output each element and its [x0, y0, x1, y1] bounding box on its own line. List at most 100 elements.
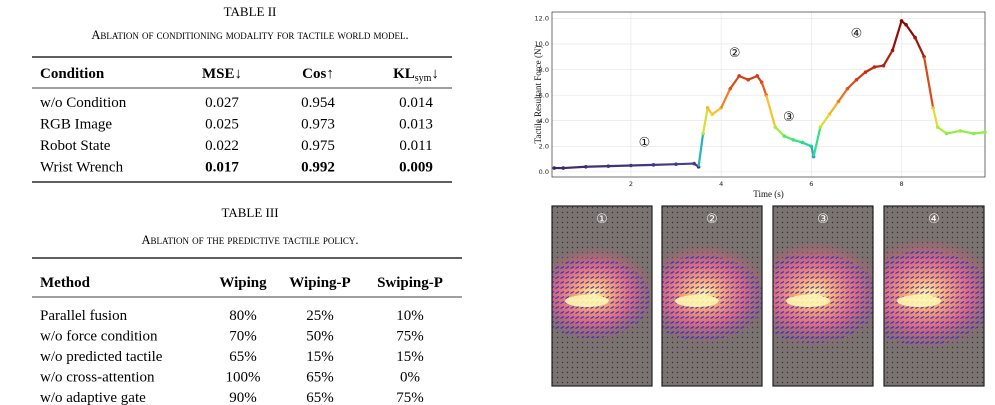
contact-core	[565, 295, 609, 307]
tactile-panel: ②	[661, 205, 763, 387]
table-cell: 65%	[306, 390, 334, 405]
y-tick-label: 0.0	[539, 168, 549, 176]
table-cell: 0.014	[399, 95, 433, 111]
table-header: KLsym↓	[393, 66, 439, 84]
panel-label: ②	[706, 212, 718, 227]
table-cell: 75%	[396, 390, 424, 405]
annotation: ④	[851, 27, 863, 42]
x-tick-label: 8	[899, 180, 903, 188]
tactile-panel: ④	[883, 205, 985, 387]
force-segment	[653, 163, 677, 166]
annotation: ①	[639, 135, 651, 150]
tactile-panel: ③	[772, 205, 874, 387]
y-axis-label: Tactile Resultant Force (N)	[533, 45, 543, 143]
panel-content	[552, 206, 652, 386]
y-tick-label: 12.0	[535, 15, 549, 23]
table-header: Method	[40, 275, 91, 291]
y-tick-label: 2.0	[539, 143, 549, 151]
header-part: ↓	[431, 66, 439, 82]
contact-core	[786, 295, 830, 307]
force-segment	[630, 163, 654, 167]
y-tick-label: 6.0	[539, 91, 549, 99]
table-cell: 10%	[396, 308, 424, 324]
plot-frame	[551, 11, 986, 178]
force-point	[983, 130, 987, 135]
table-cell: 0.011	[399, 138, 432, 154]
force-segment	[812, 126, 822, 157]
force-segment	[702, 107, 709, 134]
force-segment	[563, 165, 586, 170]
table-caption: TABLE III	[221, 205, 278, 220]
panel-label: ④	[928, 212, 940, 227]
x-axis-label: Time (s)	[753, 189, 783, 199]
table-cell: 70%	[229, 329, 257, 345]
force-segment	[914, 37, 926, 58]
force-segment	[675, 162, 695, 166]
header-part: sym	[415, 73, 432, 84]
panel-border	[883, 205, 985, 387]
force-segment	[819, 113, 831, 128]
x-tick-label: 4	[719, 180, 723, 188]
panel-content	[884, 206, 984, 386]
table-cell: w/o force condition	[40, 329, 158, 345]
panel-border	[661, 205, 763, 387]
force-segment	[946, 129, 961, 135]
force-segment	[937, 126, 948, 135]
y-tick-label: 8.0	[539, 66, 549, 74]
force-segment	[711, 107, 722, 116]
contact-core	[897, 295, 941, 307]
table-header: Swiping-P	[377, 275, 443, 291]
table-cell: 0.017	[205, 160, 239, 176]
table-header: Condition	[40, 66, 105, 82]
annotation: ③	[783, 110, 795, 125]
table-header: Cos↑	[302, 66, 334, 82]
force-segment	[846, 79, 858, 90]
panel-label: ③	[817, 212, 829, 227]
table-header: Wiping	[219, 275, 267, 291]
force-segment	[891, 20, 903, 51]
table-caption: TABLE II	[224, 4, 277, 19]
force-segment	[882, 49, 894, 67]
table-cell: w/o cross-attention	[40, 370, 155, 386]
table-cell: 0.973	[301, 117, 335, 133]
force-segment	[697, 133, 705, 167]
force-segment	[729, 75, 741, 90]
force-segment	[855, 71, 867, 81]
table-cell: 0.027	[205, 95, 239, 111]
table-cell: 80%	[229, 308, 257, 324]
table-cell: 15%	[306, 349, 334, 365]
force-segment	[608, 164, 631, 168]
table-header: MSE↓	[202, 66, 242, 82]
table-cell: 75%	[396, 329, 424, 345]
table-cell: 0.022	[205, 138, 239, 154]
force-line	[554, 20, 986, 169]
force-segment	[973, 131, 986, 135]
force-segment	[760, 81, 768, 96]
force-segment	[837, 88, 849, 103]
panel-border	[551, 205, 653, 387]
table-cell: 65%	[306, 370, 334, 386]
y-tick-label: 10.0	[535, 40, 549, 48]
table-cell: 0.954	[301, 95, 335, 111]
annotation: ②	[729, 46, 741, 61]
table-cell: 0.992	[301, 160, 335, 176]
force-segment	[774, 126, 786, 137]
table-header: Wiping-P	[289, 275, 350, 291]
panel-content	[662, 206, 762, 386]
table-cell: 25%	[306, 308, 334, 324]
force-segment	[720, 88, 732, 109]
panel-border	[772, 205, 874, 387]
table-title: Ablation of conditioning modality for ta…	[91, 28, 408, 42]
table-cell: 0.975	[301, 138, 335, 154]
table-cell: 100%	[226, 370, 261, 386]
x-tick-label: 6	[809, 180, 813, 188]
table-cell: Wrist Wrench	[40, 160, 124, 176]
panel-label: ①	[596, 212, 608, 227]
table-title: Ablation of the predictive tactile polic…	[141, 233, 358, 247]
table-cell: RGB Image	[40, 117, 112, 133]
table-cell: Robot State	[40, 138, 111, 154]
force-segment	[905, 24, 916, 39]
force-segment	[765, 94, 777, 128]
force-segment	[585, 165, 609, 168]
table-cell: w/o predicted tactile	[40, 349, 163, 365]
